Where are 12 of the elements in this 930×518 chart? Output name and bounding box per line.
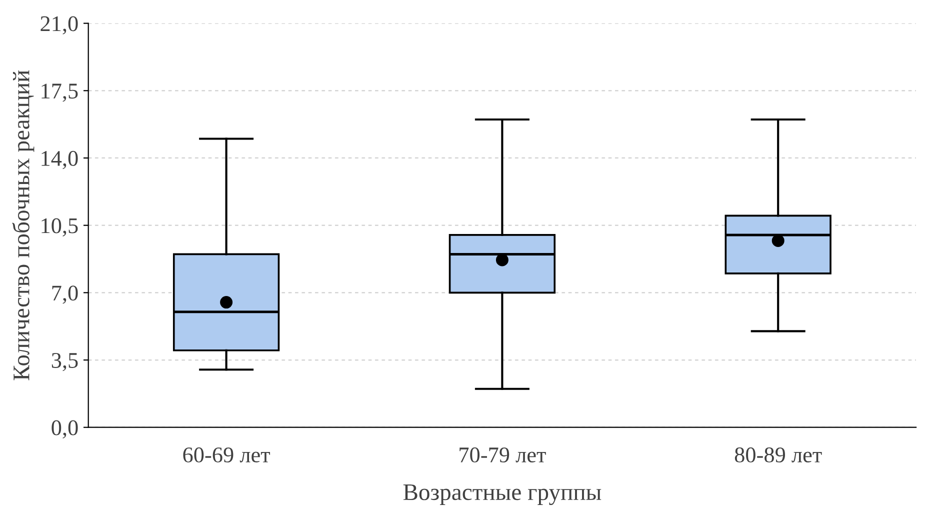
x-tick-label: 70-79 лет	[460, 447, 546, 462]
y-tick-label: 21,0	[40, 16, 78, 34]
y-tick-label: 7,0	[52, 286, 78, 304]
y-tick-label: 0,0	[52, 420, 78, 438]
y-tick-label: 17,5	[42, 84, 78, 102]
x-tick-label: 80-89 лет	[734, 447, 822, 462]
y-tick-label: 3,5	[52, 353, 78, 372]
y-axis-title: Количество побочных реакций	[12, 70, 34, 380]
y-tick-label: 14,0	[42, 150, 78, 170]
x-axis-title: Возрастные группы	[403, 484, 602, 506]
y-tick-label: 10,5	[42, 218, 78, 236]
x-tick-label: 60-69 лет	[183, 447, 270, 462]
